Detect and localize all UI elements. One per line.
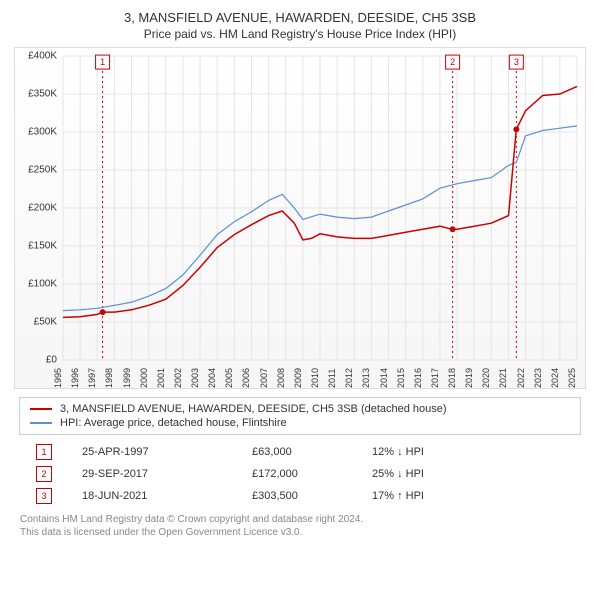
- x-tick-label: 2003: [190, 368, 200, 388]
- x-tick-label: 2013: [361, 368, 371, 388]
- legend: 3, MANSFIELD AVENUE, HAWARDEN, DEESIDE, …: [19, 397, 581, 435]
- svg-text:3: 3: [514, 57, 519, 67]
- x-tick-label: 2022: [516, 368, 526, 388]
- x-tick-label: 1998: [104, 368, 114, 388]
- x-tick-label: 2018: [447, 368, 457, 388]
- event-delta: 12% ↓ HPI: [372, 446, 580, 458]
- event-row: 1 25-APR-1997£63,00012% ↓ HPI: [20, 441, 580, 463]
- x-tick-label: 2007: [259, 368, 269, 388]
- footer-attribution: Contains HM Land Registry data © Crown c…: [20, 513, 580, 539]
- x-tick-label: 2025: [567, 368, 577, 388]
- legend-label: 3, MANSFIELD AVENUE, HAWARDEN, DEESIDE, …: [60, 403, 447, 415]
- x-tick-label: 2020: [481, 368, 491, 388]
- legend-swatch: [30, 408, 52, 410]
- event-row: 2 29-SEP-2017£172,00025% ↓ HPI: [20, 463, 580, 485]
- x-tick-label: 2012: [344, 368, 354, 388]
- y-tick-label: £350K: [28, 89, 57, 100]
- x-tick-label: 2015: [396, 368, 406, 388]
- x-tick-label: 2024: [550, 368, 560, 388]
- legend-swatch: [30, 422, 52, 424]
- y-tick-label: £200K: [28, 203, 57, 214]
- event-price: £172,000: [252, 468, 372, 480]
- legend-item: 3, MANSFIELD AVENUE, HAWARDEN, DEESIDE, …: [20, 402, 580, 416]
- x-tick-label: 2023: [533, 368, 543, 388]
- x-tick-label: 2010: [310, 368, 320, 388]
- x-tick-label: 2006: [241, 368, 251, 388]
- event-table: 1 25-APR-1997£63,00012% ↓ HPI 2 29-SEP-2017…: [20, 441, 580, 507]
- svg-text:1: 1: [100, 57, 105, 67]
- legend-label: HPI: Average price, detached house, Flin…: [60, 417, 287, 429]
- event-date: 25-APR-1997: [82, 446, 252, 458]
- event-delta: 17% ↑ HPI: [372, 490, 580, 502]
- chart-frame: £0 £50K £100K £150K £200K £250K £300K £350K £400…: [14, 47, 586, 389]
- x-tick-label: 1995: [53, 368, 63, 388]
- x-tick-label: 2001: [156, 368, 166, 388]
- event-date: 18-JUN-2021: [82, 490, 252, 502]
- x-tick-label: 2009: [293, 368, 303, 388]
- x-tick-label: 2019: [464, 368, 474, 388]
- event-marker: 3: [36, 488, 52, 504]
- event-marker: 2: [36, 466, 52, 482]
- x-tick-label: 2021: [498, 368, 508, 388]
- x-tick-label: 2000: [139, 368, 149, 388]
- x-tick-label: 2005: [224, 368, 234, 388]
- x-tick-label: 2002: [173, 368, 183, 388]
- x-tick-label: 2014: [379, 368, 389, 388]
- y-tick-label: £250K: [28, 165, 57, 176]
- x-tick-label: 2011: [327, 369, 337, 388]
- event-price: £303,500: [252, 490, 372, 502]
- chart-title: 3, MANSFIELD AVENUE, HAWARDEN, DEESIDE, …: [10, 10, 590, 25]
- y-tick-label: £100K: [28, 279, 57, 290]
- event-price: £63,000: [252, 446, 372, 458]
- x-axis-labels: 1995199619971998199920002001200220032004…: [63, 362, 577, 388]
- y-tick-label: £150K: [28, 241, 57, 252]
- footer-line-1: Contains HM Land Registry data © Crown c…: [20, 513, 580, 526]
- legend-item: HPI: Average price, detached house, Flin…: [20, 416, 580, 430]
- chart-subtitle: Price paid vs. HM Land Registry's House …: [10, 27, 590, 41]
- chart-svg: 1 2 3: [63, 56, 577, 360]
- y-tick-label: £400K: [28, 51, 57, 62]
- footer-line-2: This data is licensed under the Open Gov…: [20, 526, 580, 539]
- svg-text:2: 2: [450, 57, 455, 67]
- x-tick-label: 1999: [122, 368, 132, 388]
- x-tick-label: 1997: [87, 368, 97, 388]
- event-delta: 25% ↓ HPI: [372, 468, 580, 480]
- y-tick-label: £0: [46, 355, 57, 366]
- event-date: 29-SEP-2017: [82, 468, 252, 480]
- x-tick-label: 2016: [413, 368, 423, 388]
- event-marker: 1: [36, 444, 52, 460]
- x-tick-label: 2008: [276, 368, 286, 388]
- event-row: 3 18-JUN-2021£303,50017% ↑ HPI: [20, 485, 580, 507]
- plot-area: 1 2 3: [63, 56, 577, 360]
- x-tick-label: 2017: [430, 368, 440, 388]
- y-axis-labels: £0£50K£100K£150K£200K£250K£300K£350K£400…: [15, 56, 61, 360]
- y-tick-label: £300K: [28, 127, 57, 138]
- y-tick-label: £50K: [34, 317, 57, 328]
- x-tick-label: 1996: [70, 368, 80, 388]
- x-tick-label: 2004: [207, 368, 217, 388]
